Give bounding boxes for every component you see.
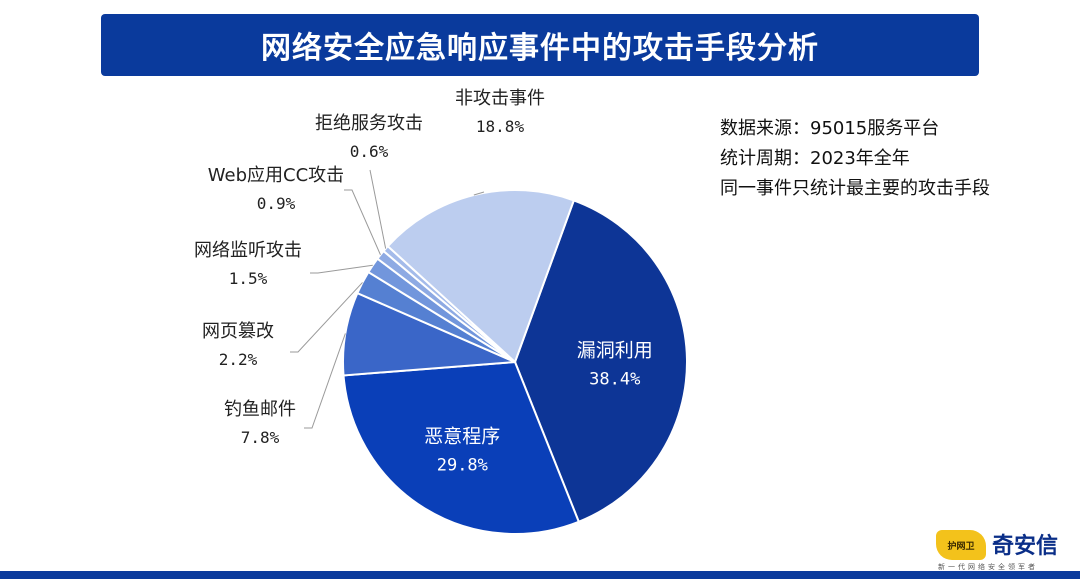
- slice-label: 网络监听攻击: [194, 240, 302, 261]
- slice-value-label: 0.6%: [350, 142, 389, 161]
- chart-notes: 数据来源：95015服务平台 统计周期：2023年全年 同一事件只统计最主要的攻…: [720, 114, 990, 204]
- title-banner: 网络安全应急响应事件中的攻击手段分析: [101, 14, 979, 76]
- slice-label: 拒绝服务攻击: [315, 113, 423, 134]
- slice-value-label: 2.2%: [219, 350, 258, 369]
- slice-value-label: 18.8%: [476, 117, 525, 136]
- page-title: 网络安全应急响应事件中的攻击手段分析: [261, 31, 819, 66]
- leader-line: [290, 282, 363, 353]
- logo-mark-icon: 护网卫: [936, 530, 986, 560]
- pie-slice: [513, 199, 688, 524]
- slice-label: 恶意程序: [424, 426, 500, 448]
- logo-name: 奇安信: [992, 534, 1059, 559]
- leader-line: [310, 264, 373, 274]
- leader-line: [369, 169, 387, 249]
- leader-line: [473, 191, 485, 196]
- slice-label: 非攻击事件: [455, 88, 545, 109]
- note-method: 同一事件只统计最主要的攻击手段: [720, 178, 990, 199]
- pie-slice: [342, 360, 581, 535]
- brand-logo: 护网卫 奇安信 新一代网络安全领军者: [936, 528, 1066, 571]
- note-period: 统计周期：2023年全年: [720, 148, 910, 169]
- slice-value-label: 38.4%: [589, 369, 640, 389]
- slice-label: Web应用CC攻击: [208, 165, 344, 186]
- slice-value-label: 29.8%: [437, 456, 488, 476]
- logo-subtitle: 新一代网络安全领军者: [938, 563, 1038, 571]
- note-data-source: 数据来源：95015服务平台: [720, 118, 940, 139]
- slice-label: 钓鱼邮件: [224, 399, 296, 420]
- slice-value-label: 1.5%: [229, 269, 268, 288]
- slice-label: 网页篡改: [202, 320, 274, 342]
- slice-label: 漏洞利用: [577, 339, 653, 361]
- leader-line: [344, 189, 381, 256]
- pie-slice: [386, 189, 576, 364]
- slice-value-label: 7.8%: [241, 428, 280, 447]
- leader-line: [304, 333, 346, 429]
- slice-value-label: 0.9%: [257, 194, 296, 213]
- bottom-bar: [0, 571, 1080, 579]
